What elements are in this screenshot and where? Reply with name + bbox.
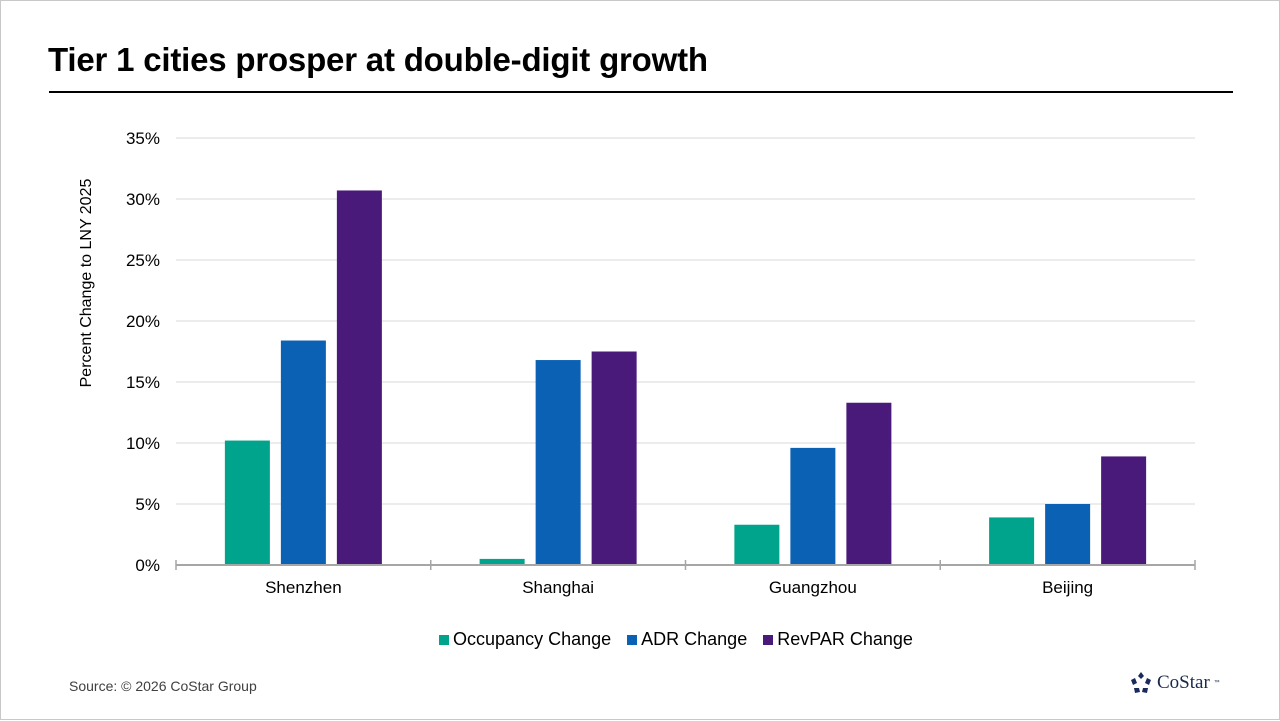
y-axis-ticks: 0% 5% 10% 15% 20% 25% 30% 35%: [126, 129, 160, 575]
bar-guangzhou-adr: [790, 447, 836, 565]
x-tick-label: Guangzhou: [769, 578, 857, 597]
bar-shanghai-revpar: [591, 351, 637, 565]
y-tick-label: 30%: [126, 190, 160, 209]
legend-swatch-adr: [627, 634, 638, 645]
legend-label-occupancy: Occupancy Change: [453, 629, 612, 649]
y-tick-label: 35%: [126, 129, 160, 148]
legend-item-revpar: RevPAR Change: [763, 629, 913, 650]
bar-guangzhou-occupancy: [734, 524, 780, 565]
logo-text: CoStar: [1157, 672, 1210, 693]
legend-swatch-revpar: [763, 634, 774, 645]
logo-trademark: ™: [1213, 680, 1220, 686]
legend-item-occupancy: Occupancy Change: [439, 629, 611, 650]
y-tick-label: 15%: [126, 373, 160, 392]
costar-star-icon: [1131, 672, 1151, 693]
bar-shenzhen-adr: [280, 340, 326, 565]
y-tick-label: 10%: [126, 434, 160, 453]
y-tick-label: 0%: [135, 556, 160, 575]
legend-item-adr: ADR Change: [627, 629, 747, 650]
legend-label-revpar: RevPAR Change: [777, 629, 913, 649]
bar-shenzhen-revpar: [336, 190, 382, 565]
gridlines: [176, 137, 1195, 505]
chart-title: Tier 1 cities prosper at double-digit gr…: [48, 41, 708, 78]
x-axis: [175, 560, 1196, 570]
x-tick-label: Shanghai: [522, 578, 594, 597]
y-axis-label: Percent Change to LNY 2025: [78, 179, 95, 388]
x-tick-label: Shenzhen: [265, 578, 342, 597]
title-divider: [49, 91, 1233, 93]
bar-beijing-adr: [1045, 504, 1091, 565]
bars: [224, 190, 1147, 565]
source-note: Source: © 2026 CoStar Group: [69, 678, 257, 694]
y-tick-label: 5%: [135, 495, 160, 514]
bar-shenzhen-occupancy: [224, 440, 270, 565]
bar-shanghai-occupancy: [479, 558, 525, 565]
bar-guangzhou-revpar: [846, 402, 892, 565]
legend-label-adr: ADR Change: [641, 629, 748, 649]
costar-logo: CoStar ™: [1129, 671, 1220, 695]
x-axis-labels: Shenzhen Shanghai Guangzhou Beijing: [265, 578, 1093, 597]
bar-shanghai-adr: [535, 360, 581, 565]
x-tick-label: Beijing: [1042, 578, 1093, 597]
bar-beijing-revpar: [1101, 456, 1147, 565]
y-tick-label: 25%: [126, 251, 160, 270]
bar-beijing-occupancy: [989, 517, 1035, 565]
legend-swatch-occupancy: [439, 634, 450, 645]
legend: Occupancy Change ADR Change RevPAR Chang…: [1, 629, 1280, 650]
y-tick-label: 20%: [126, 312, 160, 331]
